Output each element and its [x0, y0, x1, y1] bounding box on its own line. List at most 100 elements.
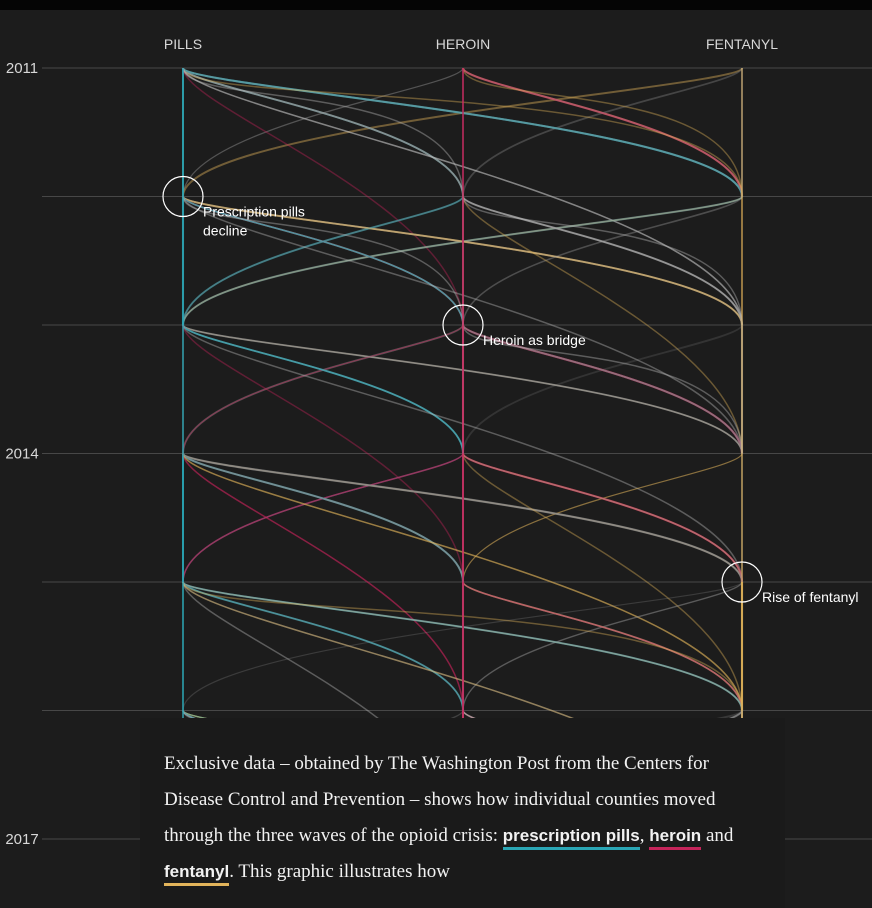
flow-line-120 — [461, 324, 744, 454]
flow-line-223 — [182, 581, 464, 711]
flow-line-118 — [182, 324, 464, 454]
flow-line-132 — [182, 324, 464, 454]
flow-line-220 — [182, 581, 464, 711]
flow-line-124 — [462, 324, 743, 454]
flow-line-157 — [182, 453, 464, 583]
flow-line-166 — [182, 453, 464, 583]
keyword-heroin: heroin — [649, 826, 702, 850]
top-bar — [0, 0, 872, 10]
flow-line-117 — [182, 324, 464, 454]
flow-line-85 — [461, 195, 744, 326]
flow-line-129 — [462, 324, 743, 454]
caption-sep-1: , — [639, 825, 650, 846]
caption-outro: . This graphic illustrates how — [229, 861, 450, 882]
annotation-label-0-1: decline — [203, 223, 248, 239]
flow-line-34 — [462, 67, 743, 197]
year-axis-labels: 2011 2014 2017 — [5, 60, 38, 848]
flow-line-200 — [182, 581, 464, 711]
flow-line-43 — [182, 67, 464, 197]
column-headers: PILLS HEROIN FENTANYL — [164, 36, 778, 52]
flow-line-142 — [182, 324, 464, 583]
flow-line-168 — [462, 453, 743, 583]
caption-sep-2: and — [701, 825, 734, 846]
annotations: Prescription pills decline Heroin as bridg… — [162, 175, 859, 605]
column-axes — [182, 68, 743, 839]
flow-line-18 — [462, 67, 743, 197]
flow-line-104 — [182, 324, 464, 454]
flow-line-137 — [181, 324, 465, 454]
caption-text: Exclusive data – obtained by The Washing… — [164, 746, 761, 890]
flow-line-88 — [182, 196, 464, 326]
flow-line-110 — [182, 324, 464, 454]
annotation-circle-1 — [442, 304, 484, 346]
flow-line-205 — [181, 581, 465, 711]
flow-line-171 — [462, 453, 743, 583]
flow-line-2 — [182, 67, 464, 197]
flow-line-84 — [462, 196, 743, 326]
flow-line-211 — [182, 581, 464, 711]
flow-line-145 — [182, 453, 464, 583]
flow-line-150 — [182, 453, 464, 583]
flow-line-24 — [181, 67, 465, 197]
flow-line-182 — [462, 453, 743, 583]
flow-line-91 — [462, 196, 743, 454]
flow-line-227 — [462, 581, 743, 711]
flow-line-45 — [182, 67, 464, 326]
flow-line-40 — [182, 67, 464, 197]
annotation-label-1-0: Heroin as bridge — [483, 332, 586, 348]
flow-line-133 — [182, 324, 464, 454]
flow-line-65 — [461, 195, 744, 326]
flow-line-191 — [462, 453, 743, 711]
flow-line-177 — [181, 452, 465, 583]
flow-line-189 — [182, 453, 464, 711]
year-label-2017: 2017 — [5, 831, 38, 848]
flow-line-128 — [462, 324, 743, 454]
flow-line-155 — [182, 453, 464, 583]
year-label-2014: 2014 — [5, 446, 38, 463]
flow-line-92 — [182, 196, 464, 326]
flow-line-183 — [182, 452, 464, 583]
flow-line-180 — [461, 452, 744, 583]
flow-line-1 — [182, 67, 464, 197]
flow-line-125 — [182, 324, 464, 454]
flow-line-164 — [182, 453, 464, 583]
flow-line-178 — [181, 452, 465, 583]
flow-line-22 — [182, 67, 464, 197]
annotation-label-2-0: Rise of fentanyl — [762, 589, 859, 605]
flow-line-38 — [461, 67, 744, 197]
flow-line-75 — [462, 196, 743, 326]
annotation-circle-0 — [162, 175, 204, 218]
flow-line-52 — [462, 196, 743, 326]
year-gridlines — [42, 67, 872, 840]
flow-line-28 — [182, 67, 464, 197]
flow-line-87 — [462, 196, 743, 326]
flow-line-12 — [182, 67, 464, 197]
flow-line-25 — [461, 67, 744, 197]
keyword-pills: prescription pills — [502, 826, 640, 850]
flow-line-15 — [182, 67, 464, 197]
keyword-fentanyl: fentanyl — [164, 862, 230, 886]
flow-line-76 — [462, 196, 743, 326]
flow-line-33 — [182, 67, 464, 197]
column-header-heroin: HEROIN — [436, 36, 490, 52]
flow-line-195 — [182, 581, 464, 711]
flow-line-30 — [182, 67, 464, 197]
flow-line-212 — [462, 581, 743, 711]
flow-line-13 — [181, 67, 465, 197]
year-label-2011: 2011 — [6, 60, 38, 77]
flow-line-146 — [182, 453, 464, 583]
flow-line-123 — [182, 324, 464, 454]
flow-line-139 — [462, 324, 743, 454]
caption-box: Exclusive data – obtained by The Washing… — [140, 718, 785, 908]
annotation-label-0-0: Prescription pills — [203, 204, 305, 220]
flow-line-126 — [462, 324, 743, 454]
flow-line-20 — [462, 67, 743, 197]
flow-line-219 — [462, 581, 743, 711]
flow-line-46 — [462, 67, 743, 197]
flow-line-225 — [462, 581, 743, 711]
flow-line-29 — [182, 67, 464, 197]
flow-line-122 — [181, 324, 465, 454]
flow-line-0 — [182, 67, 464, 197]
flow-line-167 — [182, 453, 464, 583]
column-header-pills: PILLS — [164, 36, 202, 52]
